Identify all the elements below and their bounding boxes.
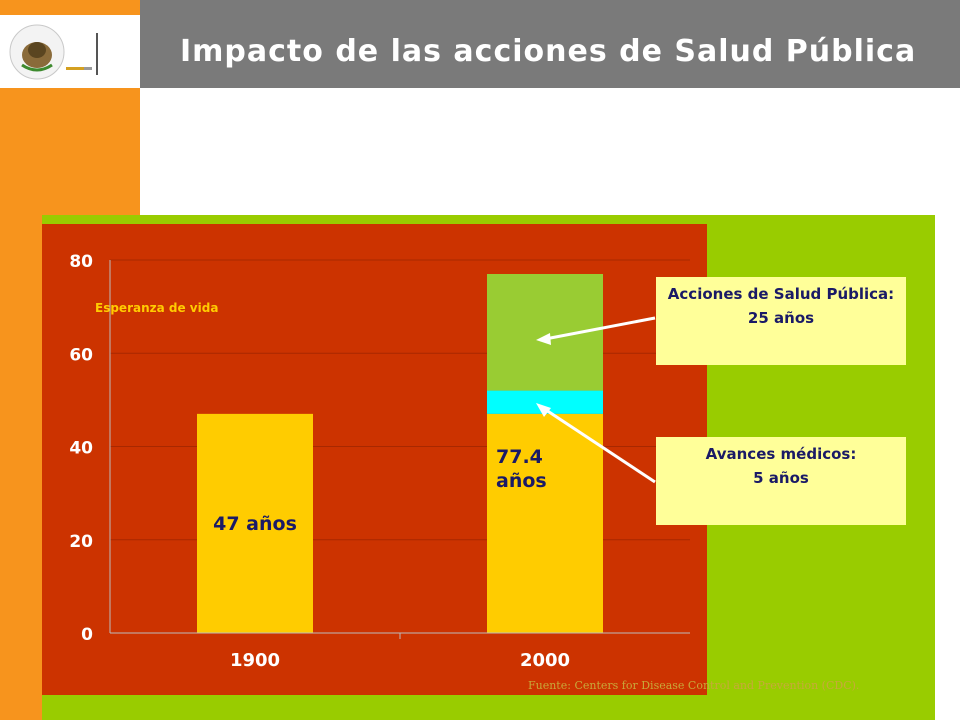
arrow-medical	[539, 404, 656, 484]
source-note: Fuente: Centers for Disease Control and …	[528, 679, 860, 692]
bar-segment-1900-0	[197, 413, 313, 633]
logo-box	[0, 15, 140, 88]
y-tick-label: 40	[69, 439, 93, 459]
callout-public-health: Acciones de Salud Pública: 25 años	[656, 277, 906, 365]
callout-public-health-title: Acciones de Salud Pública:	[667, 285, 895, 303]
data-label-2000-line: 77.4	[496, 446, 543, 468]
government-seal-logo	[9, 24, 98, 80]
bars	[197, 273, 603, 633]
data-label-2000-line: años	[496, 470, 547, 492]
data-label-2000: 77.4 años	[496, 446, 547, 492]
bar-segment-2000-0	[487, 413, 603, 633]
plot-background	[42, 224, 707, 695]
y-tick-label: 20	[69, 532, 93, 552]
header-bar	[140, 0, 960, 88]
arrow-head-public-health	[536, 333, 551, 345]
x-tick-labels: 1900 2000	[230, 650, 570, 671]
y-tick-labels: 0 20 40 60 80	[69, 252, 93, 645]
data-label-1900: 47 años	[213, 513, 297, 535]
callout-medical: Avances médicos: 5 años	[656, 437, 906, 525]
callout-public-health-value: 25 años	[747, 309, 815, 327]
axes	[109, 260, 690, 639]
y-tick-label: 0	[81, 625, 93, 645]
arrow-head-medical	[536, 403, 551, 417]
y-tick-label: 80	[69, 252, 93, 272]
bar-segment-2000-1	[487, 390, 603, 414]
x-tick-label-1900: 1900	[230, 650, 280, 671]
y-tick-label: 60	[69, 345, 93, 365]
callout-medical-title: Avances médicos:	[705, 445, 857, 463]
y-axis-label: Esperanza de vida	[95, 301, 218, 315]
arrow-public-health	[539, 316, 656, 342]
x-tick-label-2000: 2000	[520, 650, 570, 671]
page-title: Impacto de las acciones de Salud Pública	[180, 34, 917, 69]
callout-medical-value: 5 años	[753, 469, 809, 487]
